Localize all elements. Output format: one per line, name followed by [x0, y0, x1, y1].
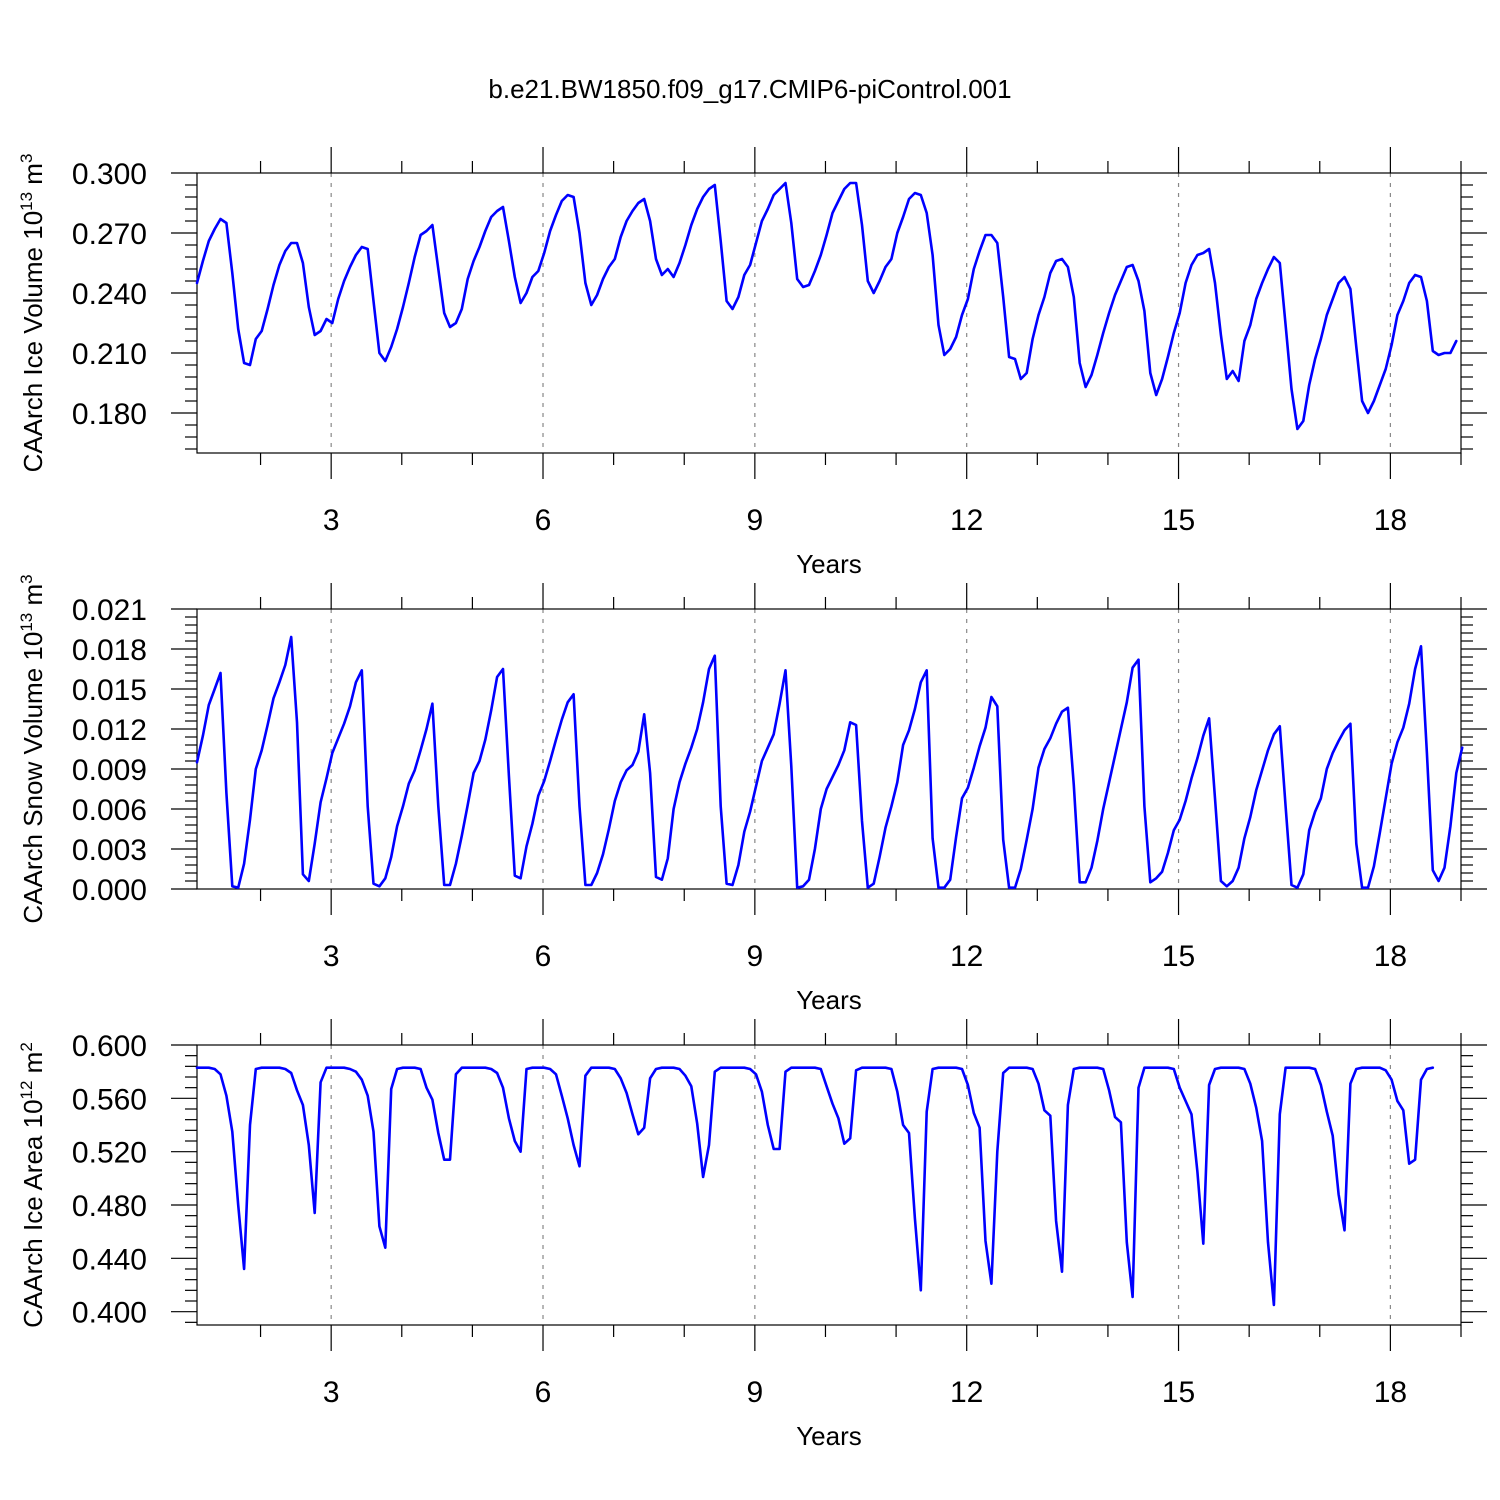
y-tick-label: 0.210: [72, 338, 147, 371]
x-tick-label: 9: [747, 940, 764, 973]
y-tick-label: 0.015: [72, 674, 147, 707]
y-tick-label: 0.000: [72, 874, 147, 907]
x-tick-label: 9: [747, 1376, 764, 1409]
x-axis-label: Years: [796, 1421, 862, 1451]
panels: 3 6 9 12 15 18 0.180 0.210 0.240 0.270 0.300 Years C…: [17, 147, 1487, 1451]
y-tick-label: 0.300: [72, 158, 147, 191]
y-tick-label: 0.180: [72, 398, 147, 431]
figure-title: b.e21.BW1850.f09_g17.CMIP6-piControl.001: [488, 74, 1011, 104]
y-tick-label: 0.009: [72, 754, 147, 787]
x-tick-label: 6: [535, 1376, 552, 1409]
y-tick-label: 0.240: [72, 278, 147, 311]
x-tick-label: 18: [1374, 940, 1407, 973]
y-tick-label: 0.021: [72, 594, 147, 627]
x-tick-label: 12: [950, 504, 983, 537]
plot-frame: [196, 1044, 1462, 1326]
x-tick-label: 3: [323, 1376, 340, 1409]
x-tick-label: 18: [1374, 504, 1407, 537]
y-tick-label: 0.018: [72, 634, 147, 667]
series-line: [195, 635, 1464, 890]
x-tick-label: 15: [1162, 504, 1195, 537]
y-axis-label: CAArch Ice Area 1012 m2: [17, 1042, 48, 1328]
x-tick-label: 18: [1374, 1376, 1407, 1409]
y-tick-label: 0.440: [72, 1243, 147, 1276]
x-axis-label: Years: [796, 549, 862, 579]
x-tick-label: 6: [535, 940, 552, 973]
y-tick-label: 0.560: [72, 1083, 147, 1116]
x-tick-label: 9: [747, 504, 764, 537]
y-tick-label: 0.520: [72, 1137, 147, 1170]
y-tick-label: 0.003: [72, 834, 147, 867]
y-tick-label: 0.270: [72, 218, 147, 251]
x-tick-label: 15: [1162, 1376, 1195, 1409]
y-tick-label: 0.600: [72, 1030, 147, 1063]
x-tick-label: 3: [323, 504, 340, 537]
x-tick-label: 6: [535, 504, 552, 537]
panel-2: 3 6 9 12 15 18 0.000 0.003 0.006 0.009 0.012 0.015 0…: [17, 574, 1487, 1015]
y-axis-label: CAArch Snow Volume 1013 m3: [17, 574, 48, 923]
y-tick-label: 0.006: [72, 794, 147, 827]
x-tick-label: 12: [950, 1376, 983, 1409]
plot-frame: [196, 172, 1462, 454]
y-axis-label: CAArch Ice Volume 1013 m3: [17, 154, 48, 473]
panel-3: 3 6 9 12 15 18 0.400 0.440 0.480 0.520 0.560 0.600 Y…: [17, 1019, 1487, 1451]
x-tick-label: 12: [950, 940, 983, 973]
x-tick-label: 15: [1162, 940, 1195, 973]
x-tick-label: 3: [323, 940, 340, 973]
x-axis-label: Years: [796, 985, 862, 1015]
series-line: [195, 181, 1458, 431]
y-tick-label: 0.400: [72, 1297, 147, 1330]
y-tick-label: 0.480: [72, 1190, 147, 1223]
plot-frame: [196, 608, 1462, 890]
panel-1: 3 6 9 12 15 18 0.180 0.210 0.240 0.270 0.300 Years C…: [17, 147, 1487, 579]
series-line: [195, 1066, 1435, 1307]
y-tick-label: 0.012: [72, 714, 147, 747]
